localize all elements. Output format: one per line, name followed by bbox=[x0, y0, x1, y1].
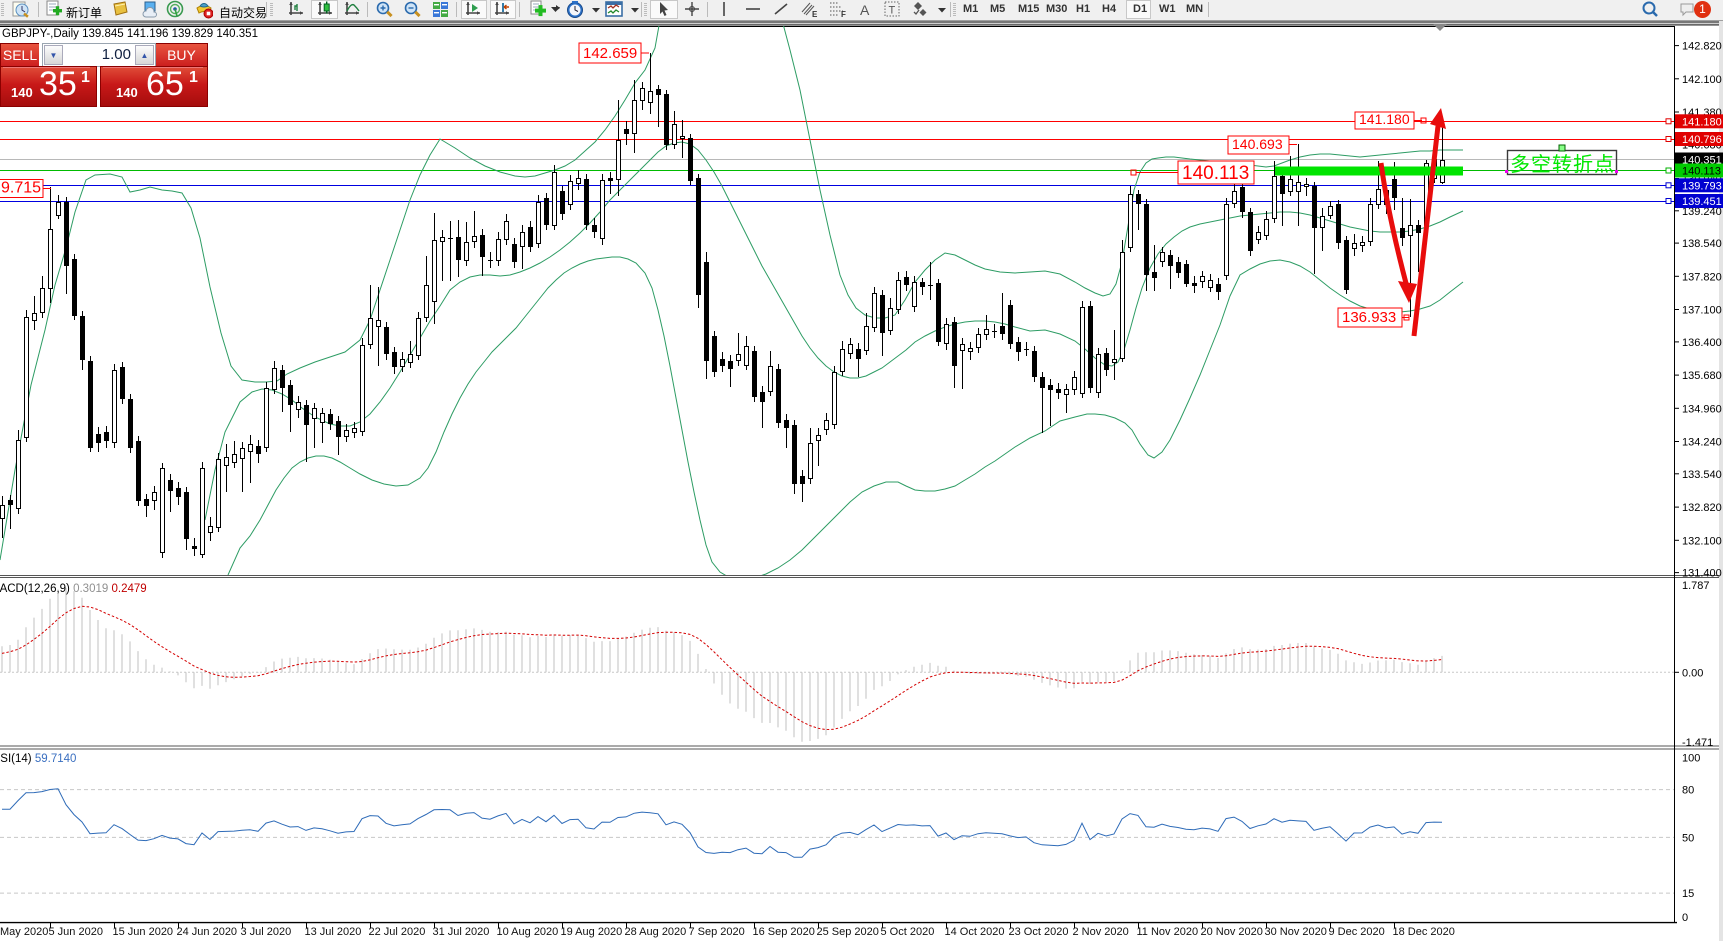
svg-text:E: E bbox=[812, 10, 818, 19]
svg-text:10 Aug 2020: 10 Aug 2020 bbox=[497, 926, 559, 938]
svg-text:142.659: 142.659 bbox=[583, 45, 637, 62]
svg-text:14 Oct 2020: 14 Oct 2020 bbox=[945, 926, 1005, 938]
svg-text:136.400: 136.400 bbox=[1682, 337, 1722, 349]
svg-text:0: 0 bbox=[1682, 912, 1688, 924]
svg-text:1.787: 1.787 bbox=[1682, 580, 1710, 592]
svg-text:-1.471: -1.471 bbox=[1682, 737, 1713, 749]
svg-text:135.680: 135.680 bbox=[1682, 370, 1722, 382]
svg-text:9 Dec 2020: 9 Dec 2020 bbox=[1329, 926, 1385, 938]
svg-text:137.820: 137.820 bbox=[1682, 271, 1722, 283]
svg-text:140.796: 140.796 bbox=[1682, 134, 1722, 146]
svg-text:141.180: 141.180 bbox=[1359, 111, 1410, 127]
svg-text:133.540: 133.540 bbox=[1682, 469, 1722, 481]
svg-text:142.820: 142.820 bbox=[1682, 41, 1722, 53]
svg-text:5 Jun 2020: 5 Jun 2020 bbox=[49, 926, 103, 938]
svg-text:3 Jul 2020: 3 Jul 2020 bbox=[241, 926, 292, 938]
svg-text:9.715: 9.715 bbox=[1, 180, 41, 197]
svg-text:11 Nov 2020: 11 Nov 2020 bbox=[1137, 926, 1199, 938]
svg-text:138.540: 138.540 bbox=[1682, 238, 1722, 250]
svg-text:137.100: 137.100 bbox=[1682, 305, 1722, 317]
svg-text:15: 15 bbox=[1682, 888, 1694, 900]
svg-text:139.793: 139.793 bbox=[1682, 180, 1722, 192]
svg-text:18 Dec 2020: 18 Dec 2020 bbox=[1393, 926, 1455, 938]
svg-text:142.100: 142.100 bbox=[1682, 74, 1722, 86]
svg-text:16 Sep 2020: 16 Sep 2020 bbox=[753, 926, 815, 938]
svg-text:139.240: 139.240 bbox=[1682, 206, 1722, 218]
svg-text:F: F bbox=[841, 10, 846, 19]
svg-text:多空转折点: 多空转折点 bbox=[1510, 153, 1614, 176]
svg-text:140.693: 140.693 bbox=[1232, 136, 1283, 152]
svg-text:136.933: 136.933 bbox=[1342, 309, 1396, 326]
svg-text:May 2020: May 2020 bbox=[0, 926, 48, 938]
svg-text:20 Nov 2020: 20 Nov 2020 bbox=[1201, 926, 1263, 938]
svg-text:31 Jul 2020: 31 Jul 2020 bbox=[433, 926, 490, 938]
svg-text:80: 80 bbox=[1682, 785, 1694, 797]
svg-text:140.113: 140.113 bbox=[1682, 166, 1721, 178]
svg-text:24 Jun 2020: 24 Jun 2020 bbox=[177, 926, 238, 938]
svg-text:132.820: 132.820 bbox=[1682, 502, 1722, 514]
svg-text:28 Aug 2020: 28 Aug 2020 bbox=[625, 926, 687, 938]
svg-text:19 Aug 2020: 19 Aug 2020 bbox=[561, 926, 623, 938]
svg-text:134.240: 134.240 bbox=[1682, 437, 1722, 449]
svg-text:5 Oct 2020: 5 Oct 2020 bbox=[881, 926, 935, 938]
svg-text:30 Nov 2020: 30 Nov 2020 bbox=[1265, 926, 1327, 938]
svg-text:131.400: 131.400 bbox=[1682, 568, 1722, 580]
svg-text:RSI(14) 59.7140: RSI(14) 59.7140 bbox=[0, 753, 76, 765]
svg-text:132.100: 132.100 bbox=[1682, 535, 1722, 547]
svg-text:139.451: 139.451 bbox=[1682, 196, 1722, 208]
svg-text:0.00: 0.00 bbox=[1682, 667, 1703, 679]
svg-text:140.113: 140.113 bbox=[1182, 163, 1249, 184]
svg-text:100: 100 bbox=[1682, 753, 1700, 765]
svg-text:13 Jul 2020: 13 Jul 2020 bbox=[305, 926, 362, 938]
svg-text:T: T bbox=[889, 5, 896, 17]
svg-text:25 Sep 2020: 25 Sep 2020 bbox=[817, 926, 879, 938]
svg-text:MACD(12,26,9) 0.3019 0.2479: MACD(12,26,9) 0.3019 0.2479 bbox=[0, 583, 147, 595]
svg-text:7 Sep 2020: 7 Sep 2020 bbox=[689, 926, 745, 938]
svg-text:15 Jun 2020: 15 Jun 2020 bbox=[113, 926, 174, 938]
svg-text:141.180: 141.180 bbox=[1682, 116, 1722, 128]
svg-text:50: 50 bbox=[1682, 832, 1694, 844]
svg-text:23 Oct 2020: 23 Oct 2020 bbox=[1009, 926, 1069, 938]
svg-text:GBPJPY-,Daily 139.845 141.196: GBPJPY-,Daily 139.845 141.196 139.829 14… bbox=[2, 28, 258, 40]
svg-text:22 Jul 2020: 22 Jul 2020 bbox=[369, 926, 426, 938]
svg-text:2 Nov 2020: 2 Nov 2020 bbox=[1073, 926, 1129, 938]
svg-text:134.960: 134.960 bbox=[1682, 403, 1722, 415]
